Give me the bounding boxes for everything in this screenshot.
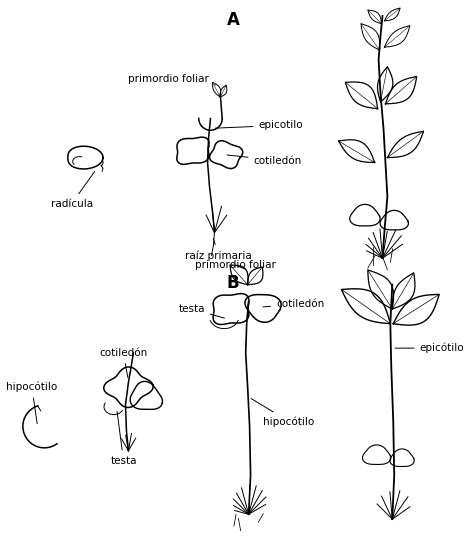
Text: radícula: radícula: [51, 172, 95, 209]
Text: cotiledón: cotiledón: [263, 299, 324, 309]
Text: testa: testa: [178, 304, 225, 318]
Text: hipocótilo: hipocótilo: [251, 398, 315, 427]
Text: cotiledón: cotiledón: [99, 348, 147, 378]
Text: epicótilo: epicótilo: [395, 343, 464, 353]
Text: cotiledón: cotiledón: [227, 155, 302, 165]
Text: epicotilo: epicotilo: [215, 120, 303, 130]
Text: B: B: [227, 274, 239, 292]
Text: raíz primaria: raíz primaria: [185, 238, 252, 260]
Text: primordio foliar: primordio foliar: [195, 260, 276, 270]
Text: A: A: [227, 11, 239, 29]
Text: hipocótilo: hipocótilo: [6, 382, 57, 424]
Text: primordio foliar: primordio foliar: [128, 75, 216, 85]
Text: testa: testa: [110, 411, 137, 466]
